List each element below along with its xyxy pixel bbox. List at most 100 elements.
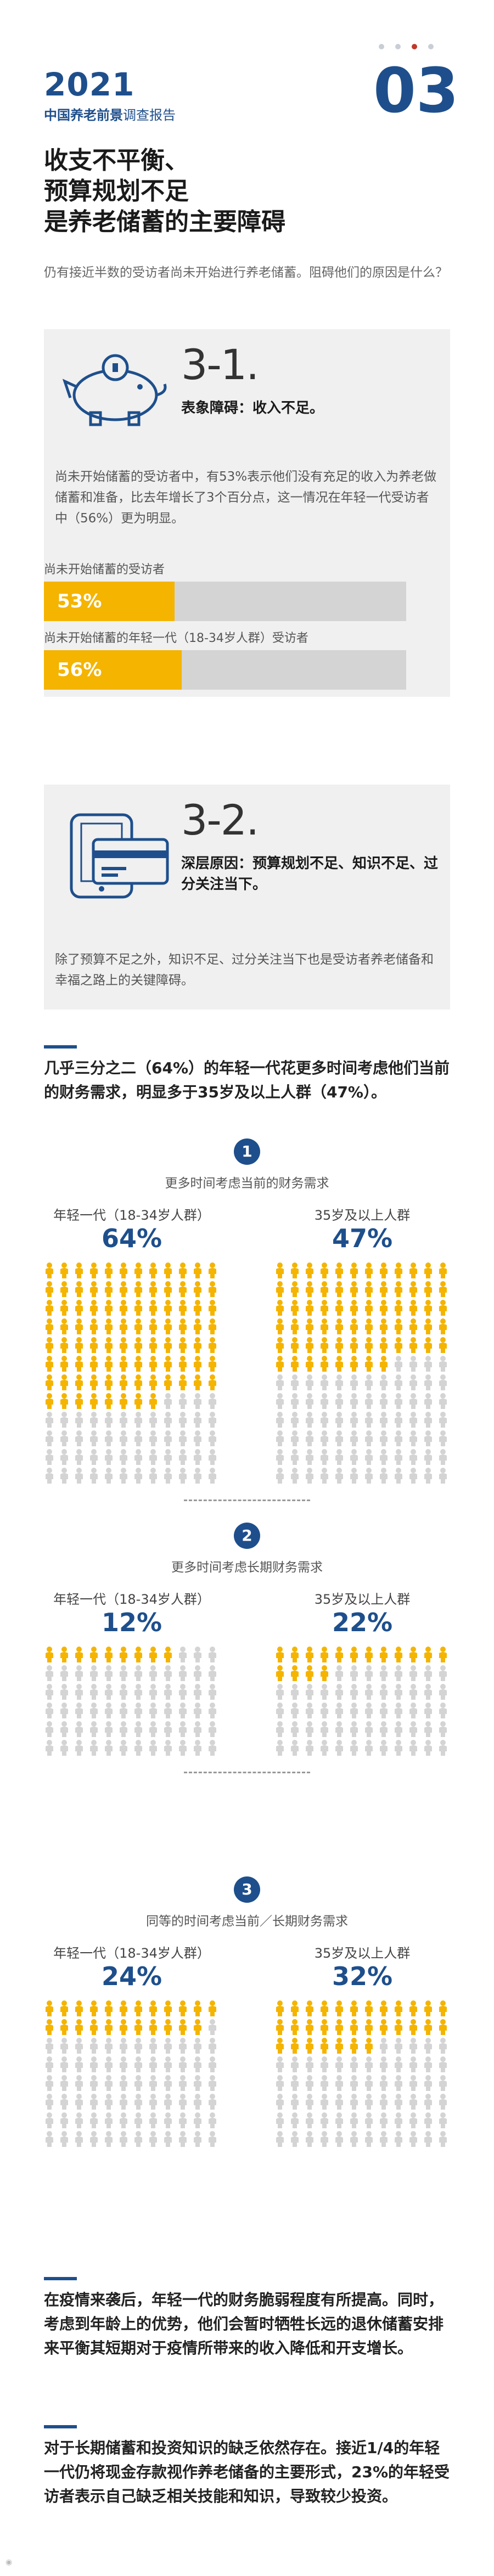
person-icon: [363, 1393, 374, 1411]
person-icon: [177, 1739, 188, 1758]
headline-line-2: 预算规划不足: [44, 177, 189, 205]
person-icon: [148, 1393, 159, 1411]
person-icon: [334, 1393, 345, 1411]
person-icon: [177, 2130, 188, 2149]
person-icon: [304, 2075, 315, 2093]
person-icon: [44, 1665, 55, 1683]
bar-label: 尚未开始储蓄的受访者: [44, 563, 165, 577]
person-icon: [349, 1411, 360, 1430]
person-icon: [393, 1299, 404, 1318]
person-icon: [363, 2112, 374, 2130]
person-icon: [363, 1683, 374, 1702]
person-icon: [133, 1721, 144, 1739]
person-icon: [423, 1337, 434, 1355]
person-icon: [289, 1393, 300, 1411]
person-icon: [437, 2093, 448, 2112]
person-icon: [289, 1281, 300, 1299]
person-icon: [378, 2019, 389, 2037]
person-icon: [192, 2130, 203, 2149]
person-icon: [274, 1337, 285, 1355]
person-icon: [349, 2093, 360, 2112]
person-icon: [437, 1467, 448, 1486]
person-icon: [423, 1467, 434, 1486]
person-icon: [363, 1262, 374, 1281]
person-icon: [349, 1318, 360, 1337]
person-icon: [437, 1337, 448, 1355]
section-number: 3-2.: [181, 796, 259, 844]
person-icon: [148, 2130, 159, 2149]
person-icon: [289, 2000, 300, 2019]
person-icon: [74, 2000, 85, 2019]
person-icon: [148, 1262, 159, 1281]
person-icon: [289, 2075, 300, 2093]
person-icon: [378, 1262, 389, 1281]
paragraph: 在疫情来袭后，年轻一代的财务脆弱程度有所提高。同时，考虑到年龄上的优势，他们会暂…: [44, 2291, 444, 2357]
person-icon: [289, 2130, 300, 2149]
person-icon: [133, 2019, 144, 2037]
person-icon: [289, 1411, 300, 1430]
person-icon: [334, 1665, 345, 1683]
person-icon: [423, 1721, 434, 1739]
person-icon: [304, 2037, 315, 2056]
person-icon: [437, 2000, 448, 2019]
person-icon: [177, 1665, 188, 1683]
group-label: 年轻一代（18-34岁人群）: [53, 1592, 210, 1607]
person-icon: [192, 1721, 203, 1739]
subtitle-highlight: 中国养老前景: [44, 108, 123, 123]
person-icon: [44, 1702, 55, 1721]
person-icon: [192, 1281, 203, 1299]
person-icon: [363, 1646, 374, 1665]
person-icon: [148, 1281, 159, 1299]
person-icon: [393, 2019, 404, 2037]
person-icon: [363, 1318, 374, 1337]
person-icon: [177, 1355, 188, 1374]
person-icon: [44, 2037, 55, 2056]
person-icon: [133, 1702, 144, 1721]
person-icon: [59, 1318, 70, 1337]
person-icon: [192, 1646, 203, 1665]
person-icon: [118, 1702, 129, 1721]
person-icon: [207, 1467, 218, 1486]
person-icon: [393, 1665, 404, 1683]
person-icon: [363, 2075, 374, 2093]
person-icon: [162, 1393, 173, 1411]
person-icon: [319, 2075, 330, 2093]
person-icon: [334, 1374, 345, 1393]
person-icon: [304, 1318, 315, 1337]
page-dot: [428, 44, 434, 49]
person-icon: [408, 1702, 419, 1721]
person-icon: [378, 1646, 389, 1665]
person-icon: [289, 1318, 300, 1337]
person-icon: [304, 1281, 315, 1299]
person-icon: [274, 2075, 285, 2093]
bar-value: 53%: [57, 590, 102, 612]
person-icon: [274, 2037, 285, 2056]
person-icon: [378, 1739, 389, 1758]
section-title: 深层原因：预算规划不足、知识不足、过分关注当下。: [181, 855, 439, 893]
group-percent: 47%: [332, 1224, 393, 1253]
person-icon: [437, 1721, 448, 1739]
person-icon: [148, 2037, 159, 2056]
section-3-1: 3-1. 表象障碍：收入不足。 尚未开始储蓄的受访者中，有53%表示他们没有充足…: [44, 329, 450, 697]
person-icon: [289, 2093, 300, 2112]
person-grid: [274, 1262, 450, 1486]
person-icon: [88, 1318, 99, 1337]
person-icon: [118, 2075, 129, 2093]
person-icon: [59, 1448, 70, 1467]
person-icon: [408, 1337, 419, 1355]
person-grid: [274, 1646, 450, 1758]
person-icon: [207, 1721, 218, 1739]
person-icon: [162, 1411, 173, 1430]
person-icon: [304, 1739, 315, 1758]
person-icon: [393, 1318, 404, 1337]
person-icon: [118, 2056, 129, 2075]
person-icon: [408, 2093, 419, 2112]
person-icon: [118, 1411, 129, 1430]
person-icon: [59, 2075, 70, 2093]
person-icon: [103, 1683, 114, 1702]
person-icon: [133, 1318, 144, 1337]
person-icon: [408, 1646, 419, 1665]
person-icon: [393, 1739, 404, 1758]
person-icon: [88, 1739, 99, 1758]
person-icon: [148, 1430, 159, 1448]
